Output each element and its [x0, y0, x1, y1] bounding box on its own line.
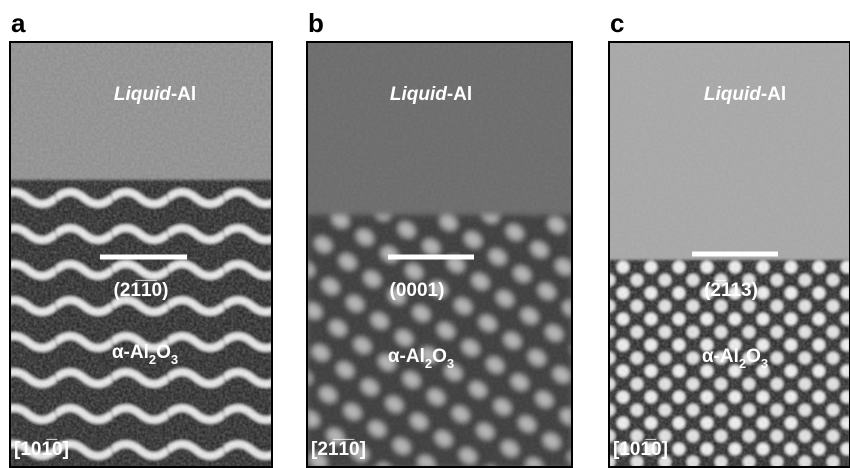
substrate-label: α-Al2O3: [702, 346, 768, 371]
subscript: 2: [149, 352, 156, 367]
panel-label: c: [610, 8, 624, 38]
text-part: O: [432, 346, 447, 367]
plane-index: (2̅113): [704, 280, 758, 301]
phase-label: Liquid-Al: [114, 84, 196, 105]
zone-axis: [101̅0]: [613, 439, 668, 460]
substrate-label: α-Al2O3: [388, 346, 454, 371]
subscript: 3: [171, 352, 178, 367]
panel-label: a: [11, 8, 26, 38]
zone-axis: [21̅1̅0]: [311, 439, 366, 460]
substrate-label: α-Al2O3: [112, 342, 178, 367]
subscript: 2: [739, 356, 746, 371]
plane-index: (21̅1̅0): [114, 280, 169, 301]
text-part: -Al: [171, 84, 196, 105]
text-part: α-Al: [702, 346, 739, 367]
text-part: O: [746, 346, 761, 367]
italic-part: Liquid: [704, 84, 761, 105]
plane-index: (0001): [390, 280, 445, 301]
frame: [306, 41, 573, 468]
text-part: O: [156, 342, 171, 363]
subscript: 3: [447, 356, 454, 371]
text-part: -Al: [761, 84, 786, 105]
text-part: -Al: [447, 84, 472, 105]
phase-label: Liquid-Al: [704, 84, 786, 105]
text-part: α-Al: [112, 342, 149, 363]
phase-label: Liquid-Al: [390, 84, 472, 105]
subscript: 2: [425, 356, 432, 371]
panel-label: b: [308, 8, 324, 38]
micrograph-a: [10, 42, 272, 468]
italic-part: Liquid: [114, 84, 171, 105]
italic-part: Liquid: [390, 84, 447, 105]
frame: [9, 41, 273, 468]
text-part: α-Al: [388, 346, 425, 367]
subscript: 3: [761, 356, 768, 371]
zone-axis: [101̅0]: [14, 439, 69, 460]
frame: [608, 41, 850, 468]
micrograph-c: [609, 42, 850, 468]
